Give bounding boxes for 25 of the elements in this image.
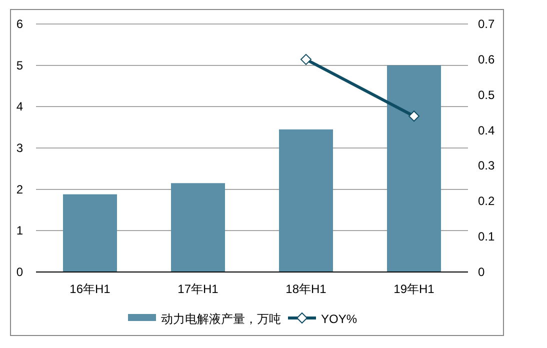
y-tick-label: 2 (16, 182, 24, 196)
y-tick-label: 6 (16, 17, 24, 31)
y2-tick-label: 0.3 (478, 158, 496, 173)
x-tick-label: 19年H1 (394, 282, 435, 296)
y-tick-label: 4 (16, 100, 24, 114)
y2-tick-label: 0.7 (478, 17, 496, 31)
x-tick-label: 18年H1 (286, 282, 327, 296)
y2-tick-label: 0.4 (478, 123, 496, 138)
legend-label: YOY% (321, 312, 358, 326)
bar (171, 183, 225, 272)
y-tick-label: 3 (16, 141, 24, 155)
y2-tick-label: 0.2 (478, 194, 496, 208)
bar (63, 194, 117, 272)
y2-tick-label: 0.5 (478, 88, 496, 102)
y2-tick-label: 0.6 (478, 52, 496, 66)
x-tick-label: 16年H1 (70, 282, 111, 296)
y-tick-label: 5 (16, 58, 24, 72)
y-tick-label: 1 (16, 224, 24, 238)
y2-tick-label: 0 (478, 265, 485, 279)
y-tick-label: 0 (16, 265, 24, 279)
x-tick-label: 17年H1 (178, 282, 219, 296)
bar (387, 65, 441, 272)
bar (279, 129, 333, 272)
legend-label: 动力电解液产量，万吨 (161, 312, 281, 326)
y2-tick-label: 0.1 (478, 230, 496, 244)
